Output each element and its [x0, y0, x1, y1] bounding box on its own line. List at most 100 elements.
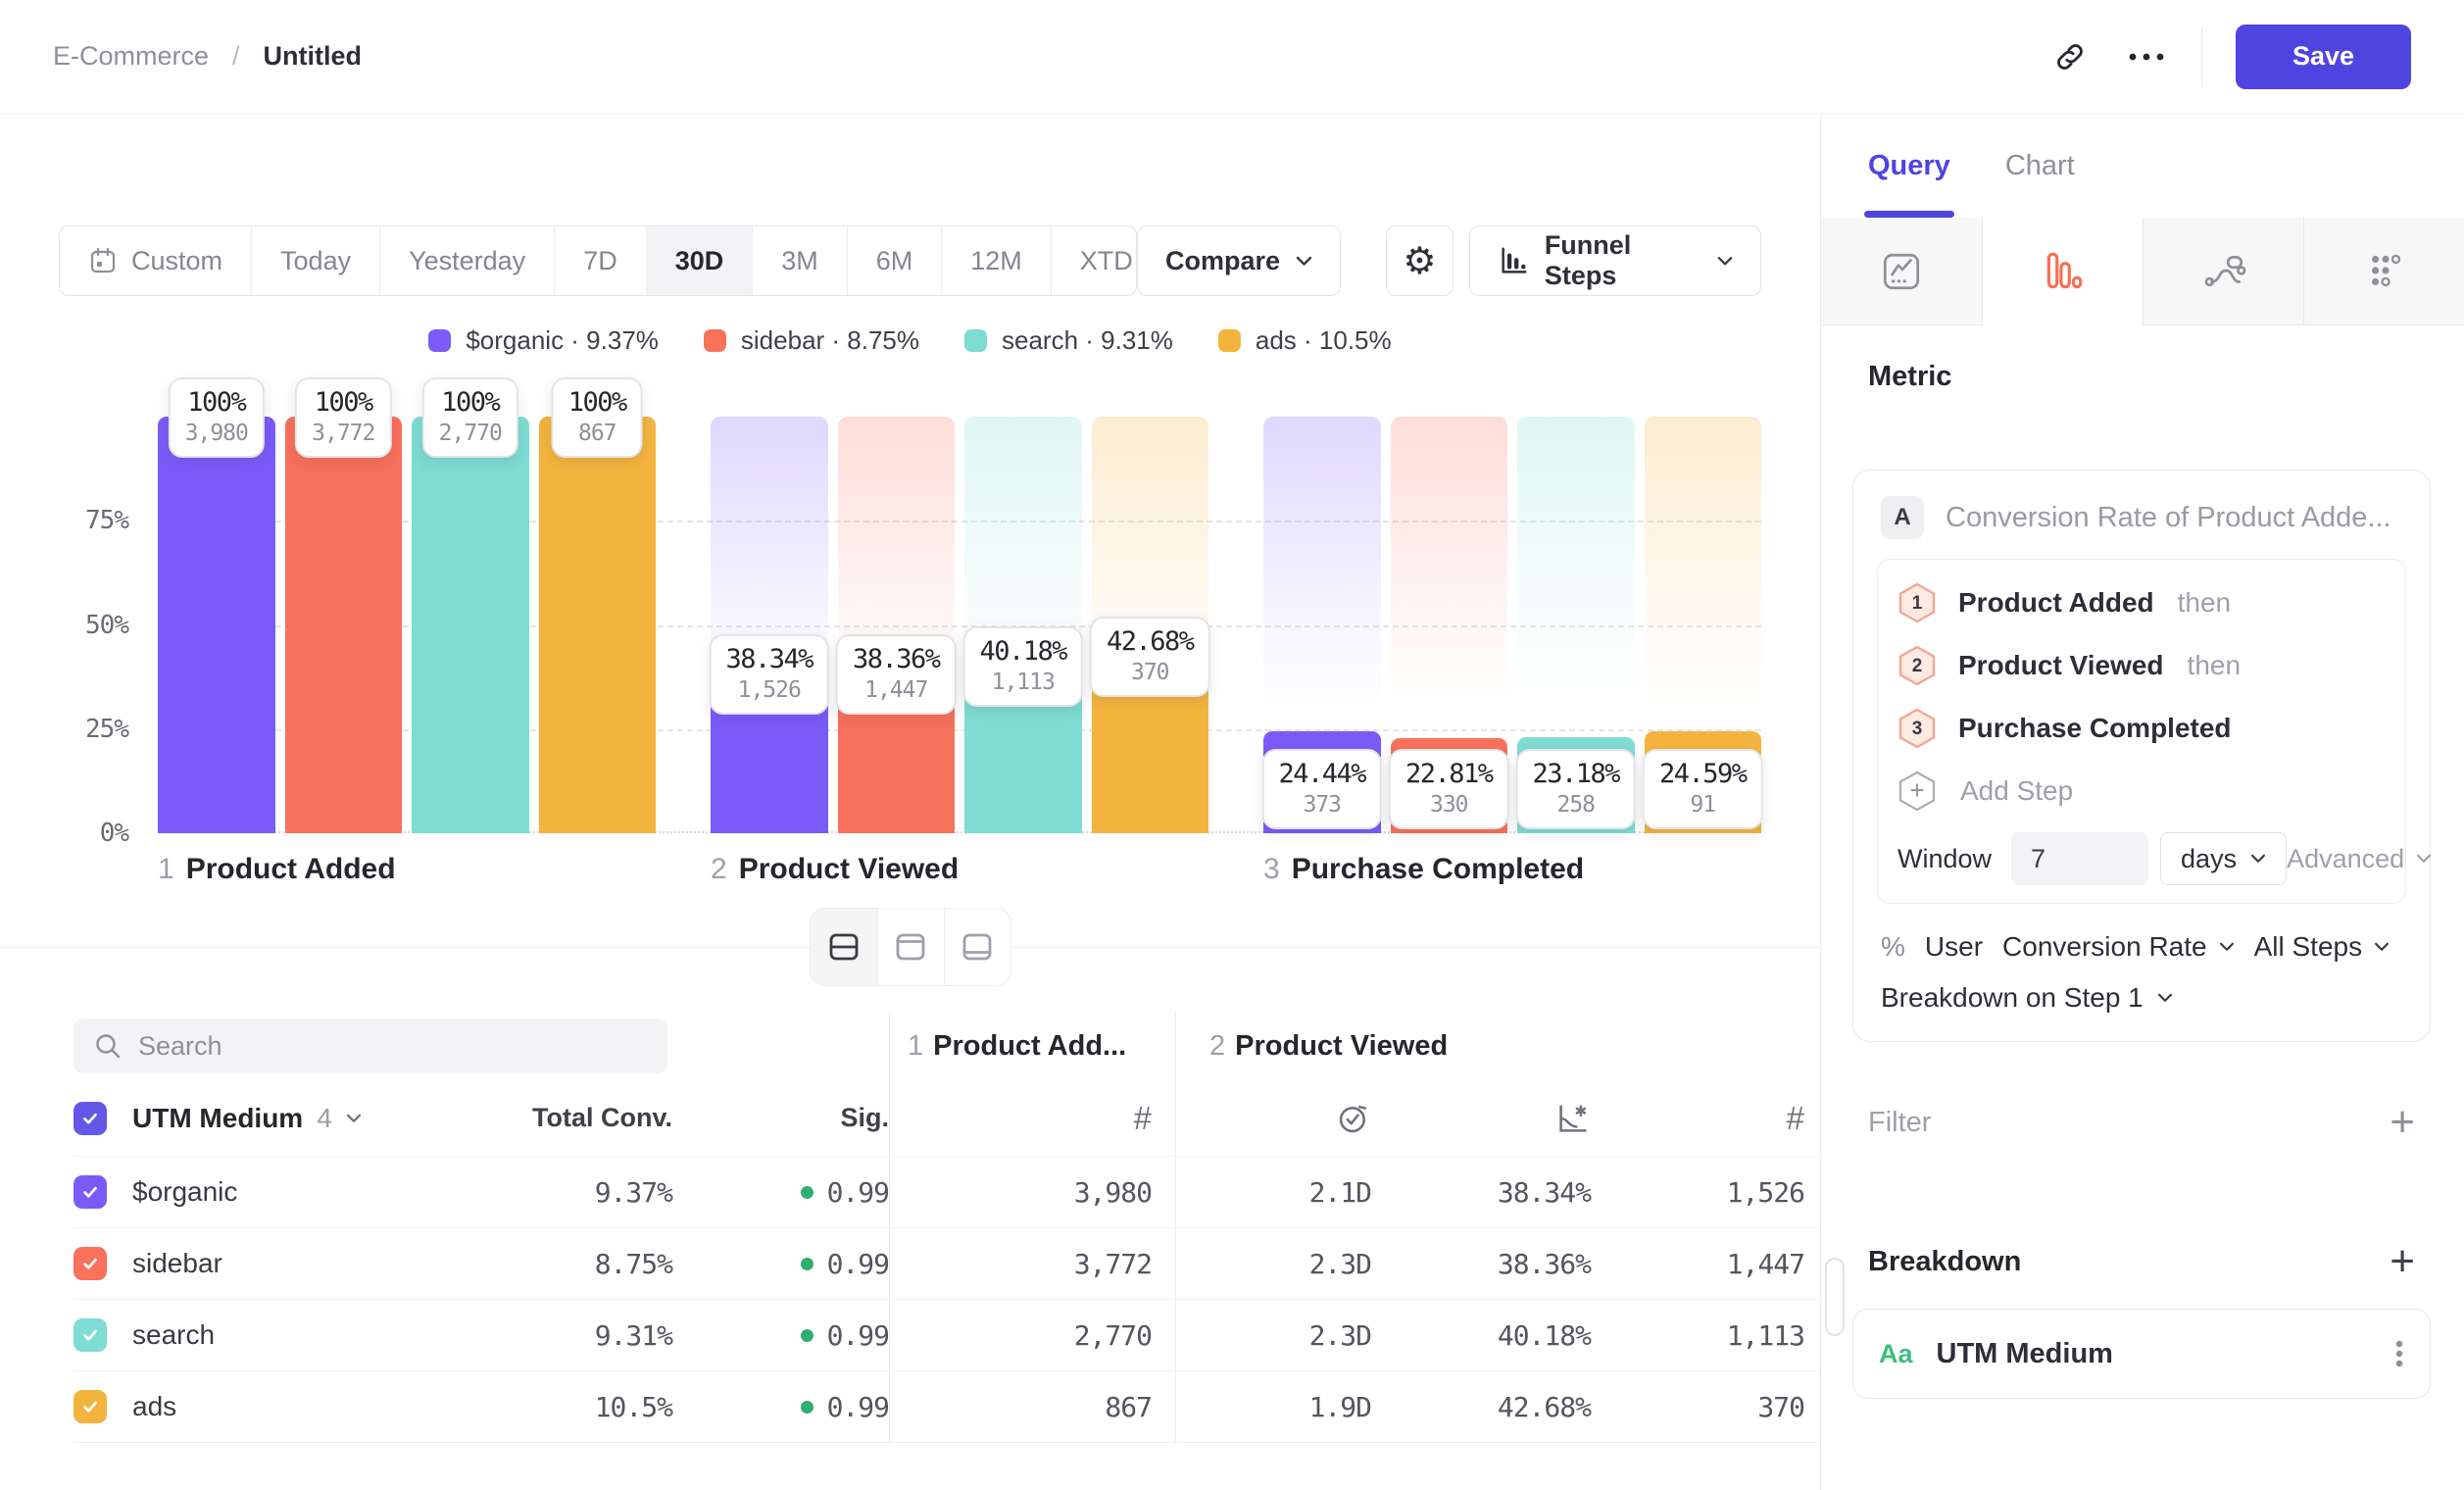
breakdown-table: 1 Product Add... 2 Product Viewed UTM Me… [74, 1012, 1818, 1443]
funnel-bar [412, 417, 529, 833]
bar-sidebar-step1[interactable]: 100%3,772 [285, 417, 403, 833]
compare-button[interactable]: Compare [1137, 225, 1341, 296]
funnel-step-2[interactable]: 2Product Viewedthen [1897, 634, 2386, 697]
svg-text:3: 3 [1912, 719, 1923, 739]
advanced-toggle[interactable]: Advanced [2287, 844, 2432, 874]
range-7d[interactable]: 7D [554, 226, 646, 295]
legend-item-organic[interactable]: $organic · 9.37% [428, 325, 659, 356]
legend-swatch [1218, 329, 1241, 352]
select-all-checkbox[interactable] [74, 1102, 107, 1135]
layout-split-button[interactable] [811, 909, 877, 985]
step1-column-header[interactable]: 1 Product Add... [889, 1012, 1175, 1080]
report-type-insights[interactable] [1821, 218, 1982, 325]
chart-type-select[interactable]: Funnel Steps [1469, 225, 1761, 296]
table-row-sidebar[interactable]: sidebar8.75%0.993,7722.3D38.36%1,447 [74, 1228, 1818, 1300]
step-name: Product Added [1958, 587, 2154, 619]
range-today[interactable]: Today [251, 226, 379, 295]
bar-ads-step1[interactable]: 100%867 [539, 417, 657, 833]
kebab-menu-icon[interactable] [2394, 1337, 2404, 1370]
step2-count-column[interactable]: # [1591, 1100, 1818, 1137]
group-by-column[interactable]: UTM Medium 4 [132, 1103, 398, 1134]
row-checkbox[interactable] [74, 1247, 107, 1280]
legend-item-search[interactable]: search · 9.31% [964, 325, 1173, 356]
sig-value: 0.99 [672, 1248, 889, 1280]
compare-label: Compare [1165, 246, 1280, 276]
range-custom[interactable]: Custom [60, 226, 251, 295]
report-type-retention[interactable] [2303, 218, 2464, 325]
table-row-search[interactable]: search9.31%0.992,7702.3D40.18%1,113 [74, 1300, 1818, 1371]
breakdown-item[interactable]: Aa UTM Medium [1852, 1309, 2431, 1399]
table-header-top: 1 Product Add... 2 Product Viewed [74, 1012, 1818, 1080]
funnel-chart-icon [2041, 249, 2086, 294]
measure-entity[interactable]: User [1925, 931, 1983, 963]
conv-rate-column[interactable] [1371, 1080, 1591, 1156]
top-bar: E-Commerce / Untitled Save [0, 0, 2464, 114]
legend-item-sidebar[interactable]: sidebar · 8.75% [704, 325, 919, 356]
report-type-strip [1821, 218, 2464, 325]
layout-table-only-button[interactable] [944, 909, 1010, 985]
breakdown-heading: Breakdown [1868, 1246, 2021, 1278]
range-xtd[interactable]: XTD [1051, 226, 1137, 295]
step2-column-header[interactable]: 2 Product Viewed [1175, 1012, 1818, 1080]
legend-swatch [704, 329, 726, 352]
avg-time-column[interactable] [1175, 1080, 1371, 1156]
bar-sidebar-step2[interactable]: 38.36%1,447 [838, 417, 956, 833]
panel-tabs: Query Chart [1821, 114, 2464, 218]
add-step-button[interactable]: + Add Step [1897, 760, 2386, 822]
measure-metric-select[interactable]: Conversion Rate [2002, 931, 2235, 963]
bar-sidebar-step3[interactable]: 22.81%330 [1391, 417, 1508, 833]
report-type-funnels[interactable] [1982, 218, 2143, 325]
share-link-button[interactable] [2043, 29, 2097, 84]
layout-chart-only-button[interactable] [877, 909, 944, 985]
save-button[interactable]: Save [2236, 25, 2411, 89]
breadcrumb-separator: / [232, 41, 240, 72]
bar-organic-step2[interactable]: 38.34%1,526 [711, 417, 828, 833]
bar-ads-step3[interactable]: 24.59%91 [1645, 417, 1762, 833]
breakdown-on-select[interactable]: Breakdown on Step 1 [1881, 982, 2402, 1014]
add-breakdown-button[interactable]: + [2390, 1240, 2415, 1283]
breadcrumb-project[interactable]: E-Commerce [53, 41, 209, 72]
report-type-flows[interactable] [2143, 218, 2303, 325]
step1-count-column[interactable]: # [889, 1080, 1175, 1156]
hash-icon: # [1787, 1100, 1804, 1137]
breadcrumb-report-title[interactable]: Untitled [264, 41, 363, 72]
row-checkbox[interactable] [74, 1318, 107, 1352]
funnel-step-1[interactable]: 1Product Addedthen [1897, 571, 2386, 634]
range-30d[interactable]: 30D [646, 226, 753, 295]
row-checkbox[interactable] [74, 1390, 107, 1423]
range-12m[interactable]: 12M [941, 226, 1051, 295]
measure-scope-select[interactable]: All Steps [2254, 931, 2390, 963]
legend-item-ads[interactable]: ads · 10.5% [1218, 325, 1392, 356]
window-value-input[interactable] [2011, 832, 2148, 885]
chart-type-label: Funnel Steps [1545, 230, 1701, 291]
bar-search-step2[interactable]: 40.18%1,113 [964, 417, 1082, 833]
step-number-hexagon: 2 [1897, 644, 1937, 687]
scrollbar-thumb[interactable] [1825, 1258, 1845, 1336]
chart-legend: $organic · 9.37% sidebar · 8.75% search · … [59, 325, 1761, 356]
total-conv-column[interactable]: Total Conv. [398, 1103, 672, 1133]
row-checkbox[interactable] [74, 1175, 107, 1209]
bar-ads-step2[interactable]: 42.68%370 [1092, 417, 1209, 833]
more-options-button[interactable] [2119, 29, 2174, 84]
range-6m[interactable]: 6M [847, 226, 942, 295]
bar-search-step3[interactable]: 23.18%258 [1517, 417, 1635, 833]
table-row-organic[interactable]: $organic9.37%0.993,9802.1D38.34%1,526 [74, 1157, 1818, 1228]
bar-organic-step3[interactable]: 24.44%373 [1263, 417, 1381, 833]
metric-header[interactable]: A Conversion Rate of Product Adde... [1877, 492, 2406, 539]
gear-icon: ⚙ [1403, 242, 1436, 279]
funnel-step-3[interactable]: 3Purchase Completed [1897, 697, 2386, 760]
sig-column[interactable]: Sig. [672, 1103, 889, 1133]
bar-search-step1[interactable]: 100%2,770 [412, 417, 529, 833]
tab-chart[interactable]: Chart [2005, 114, 2075, 218]
range-yesterday[interactable]: Yesterday [379, 226, 554, 295]
search-input[interactable] [74, 1018, 667, 1073]
add-filter-button[interactable]: + [2390, 1101, 2415, 1144]
window-unit-select[interactable]: days [2160, 832, 2287, 885]
table-row-ads[interactable]: ads10.5%0.998671.9D42.68%370 [74, 1371, 1818, 1443]
tab-query[interactable]: Query [1868, 114, 1950, 218]
bar-organic-step1[interactable]: 100%3,980 [158, 417, 275, 833]
add-step-hexagon-icon: + [1897, 770, 1937, 813]
chart-settings-button[interactable]: ⚙ [1386, 225, 1454, 296]
range-3m[interactable]: 3M [752, 226, 847, 295]
breakdown-property-name: UTM Medium [1937, 1338, 2113, 1370]
